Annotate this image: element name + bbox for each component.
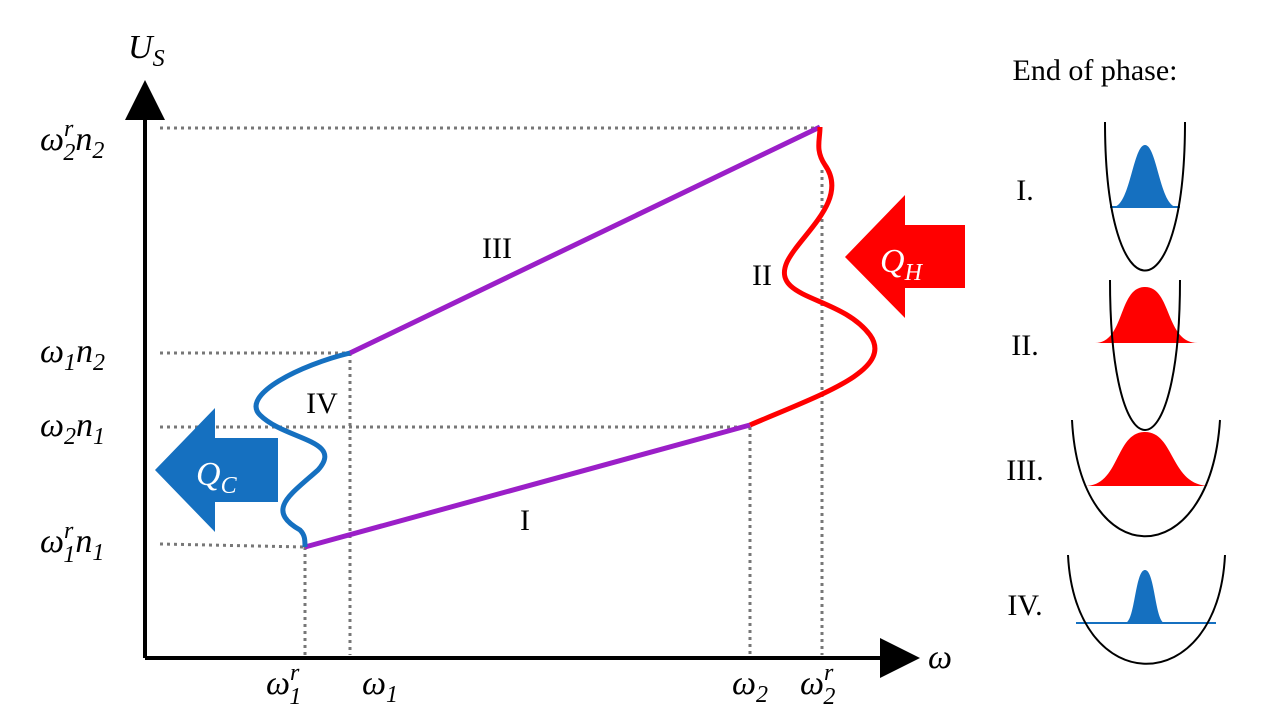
heat-out-arrow	[155, 408, 278, 532]
phase-label: IV	[306, 387, 338, 420]
subscript: 2	[823, 684, 835, 710]
x-axis-label: ω	[928, 639, 952, 676]
subscript: C	[221, 473, 238, 499]
superscript: r	[824, 660, 834, 686]
subscript: 2	[756, 682, 768, 708]
symbol: ω	[732, 665, 756, 702]
heat-out-label: QC	[196, 456, 238, 499]
x-label: ω2	[732, 665, 768, 708]
phase-iii-line	[348, 124, 822, 356]
symbol: ω	[40, 407, 64, 444]
subscript: 2	[93, 350, 105, 376]
subscript: 1	[63, 542, 75, 568]
superscript: r	[64, 116, 74, 142]
symbol: ω	[40, 121, 64, 158]
phase-label: I	[520, 504, 530, 537]
x-label: ωr 1	[266, 660, 301, 710]
subscript: 1	[289, 684, 301, 710]
well-ii	[1095, 279, 1198, 431]
symbol: n	[76, 407, 93, 444]
subscript: 2	[64, 424, 76, 450]
symbol: Q	[880, 243, 905, 280]
well-i	[1104, 121, 1186, 272]
heat-in-arrow	[845, 195, 965, 318]
subscript: 1	[93, 424, 105, 450]
well-iii	[1071, 419, 1221, 537]
phase-label: III	[482, 232, 512, 265]
y-axis-label: US	[128, 29, 165, 72]
subscript: 2	[92, 138, 104, 164]
legend-item: II.	[1011, 329, 1038, 362]
symbol: n	[76, 333, 93, 370]
phase-label: II	[752, 259, 772, 292]
x-label: ωr 2	[800, 660, 835, 710]
guide-lines	[159, 126, 824, 655]
heat-in-label: QH	[880, 243, 924, 286]
legend-title: End of phase:	[1013, 54, 1178, 87]
symbol: n	[75, 523, 92, 560]
legend-item: I.	[1016, 174, 1034, 207]
legend-item: IV.	[1007, 589, 1042, 622]
phase-ii-curve	[749, 126, 878, 428]
x-label: ω1	[362, 665, 398, 708]
symbol: U	[128, 29, 155, 66]
y-label: ω1n2	[40, 333, 105, 376]
y-label: ω2n1	[40, 407, 105, 450]
subscript: 2	[63, 140, 75, 166]
subscript: 1	[92, 540, 104, 566]
phase-iv-curve	[253, 350, 351, 548]
y-label: ωr 2n2	[40, 116, 104, 166]
y-label: ωr 1n1	[40, 518, 104, 568]
subscript: 1	[64, 350, 76, 376]
superscript: r	[64, 518, 74, 544]
symbol: ω	[800, 665, 824, 702]
symbol: ω	[266, 665, 290, 702]
well-iv	[1067, 554, 1226, 665]
subscript: H	[904, 260, 924, 286]
phase-i-line	[304, 422, 751, 550]
symbol: n	[75, 121, 92, 158]
symbol: Q	[196, 456, 221, 493]
symbol: ω	[362, 665, 386, 702]
legend-item: III.	[1006, 454, 1043, 487]
superscript: r	[290, 660, 300, 686]
symbol: ω	[40, 333, 64, 370]
subscript: 1	[386, 682, 398, 708]
symbol: ω	[40, 523, 64, 560]
subscript: S	[153, 46, 165, 72]
